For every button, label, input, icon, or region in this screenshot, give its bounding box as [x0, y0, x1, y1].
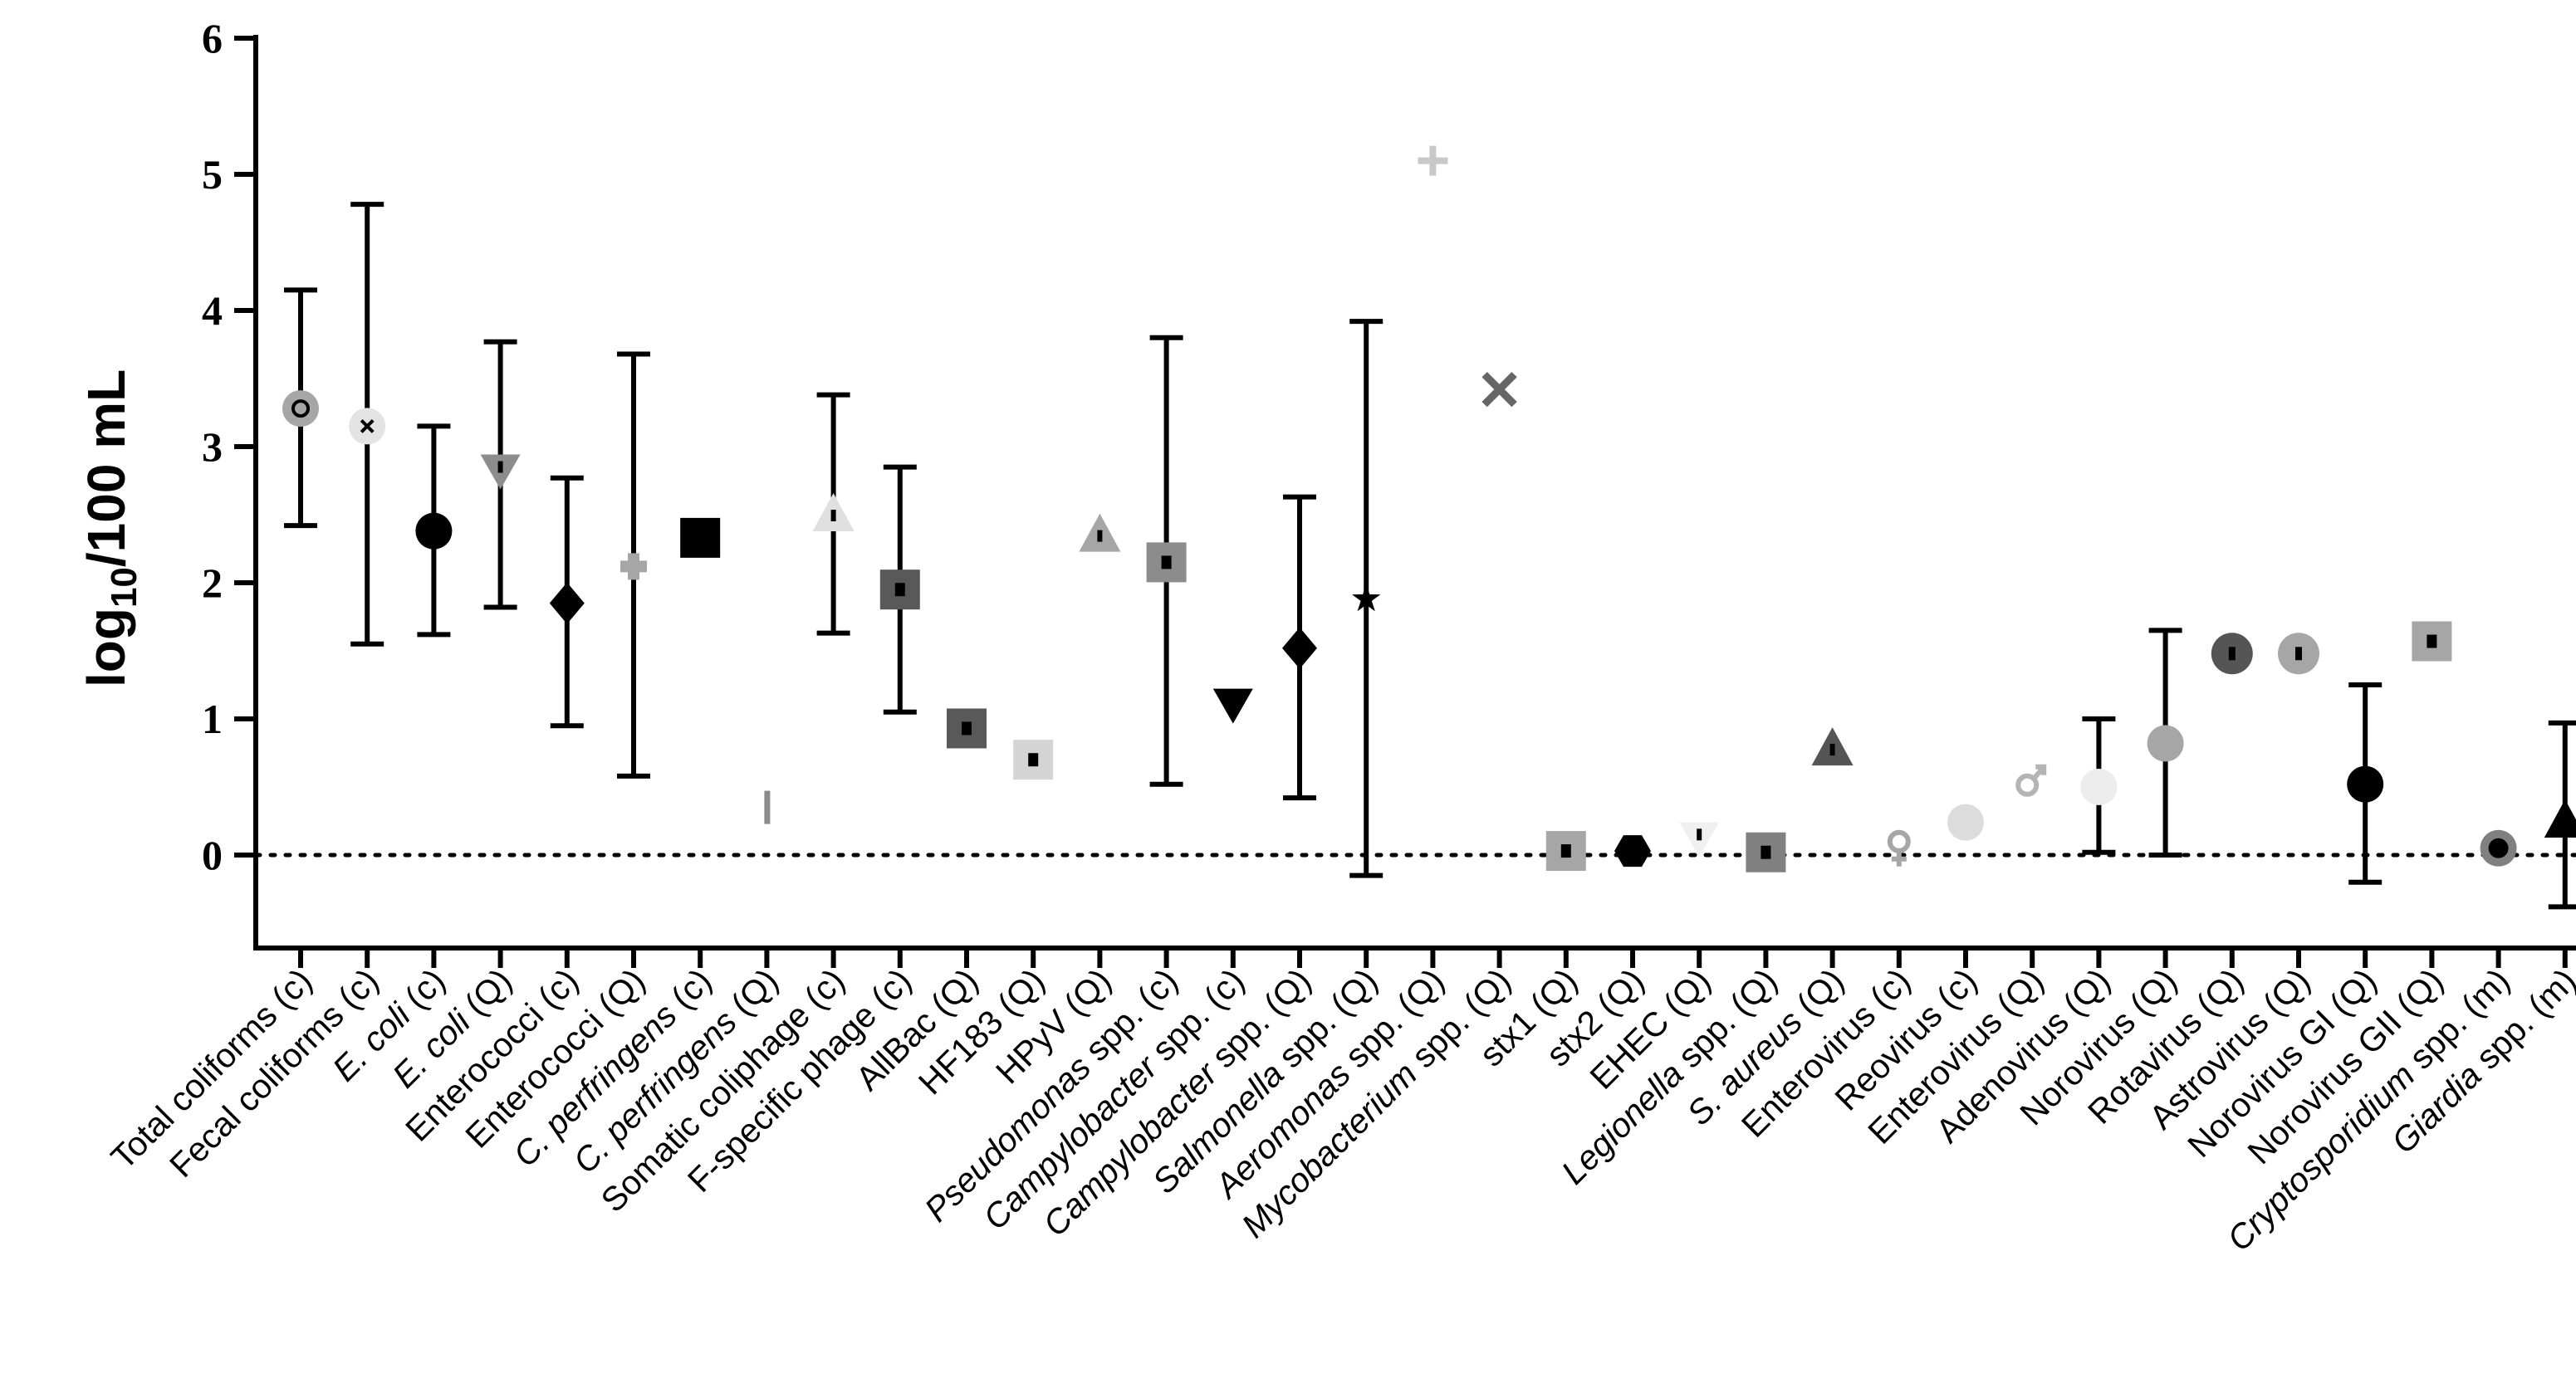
data-point: [349, 408, 386, 445]
data-point: [2080, 769, 2118, 805]
y-tick-label: 3: [202, 423, 223, 470]
data-point: [1013, 740, 1054, 780]
data-point: [1212, 688, 1253, 724]
data-point: [2278, 633, 2319, 675]
data-point: [680, 517, 721, 558]
data-point: [764, 790, 771, 824]
data-point: [1887, 829, 1911, 867]
data-point: [1079, 513, 1121, 552]
y-axis-label: log10/100 mL: [76, 369, 144, 687]
data-point: [1146, 542, 1187, 583]
data-point: [1352, 584, 1381, 612]
data-point: [2544, 799, 2576, 838]
x-axis-ticks: Total coliforms (c)Fecal coliforms (c)E.…: [104, 948, 2576, 1258]
data-point: [879, 569, 920, 610]
data-point: [480, 454, 521, 490]
data-point: [2147, 725, 2184, 762]
data-point: [1545, 831, 1586, 872]
data-point: [549, 582, 585, 624]
axes: [253, 35, 2576, 951]
data-point: [620, 553, 647, 580]
data-point: [1811, 727, 1854, 766]
data-point: [1614, 835, 1651, 867]
data-markers: [282, 145, 2576, 872]
data-point: [1418, 145, 1448, 176]
data-point: [282, 390, 319, 428]
y-tick-label: 4: [202, 287, 223, 334]
data-point: [2412, 621, 2452, 662]
y-tick-label: 2: [202, 560, 223, 606]
data-point: [947, 708, 987, 749]
data-point: [1746, 832, 1786, 872]
data-point: [1947, 804, 1984, 841]
y-axis-ticks: 0 1 2 3 4 5 6: [202, 15, 256, 878]
data-point: [2347, 765, 2384, 803]
y-tick-label: 6: [202, 15, 223, 61]
data-point: [2015, 764, 2047, 797]
data-point: [2480, 829, 2517, 867]
data-point: [1481, 371, 1517, 408]
data-point: [1282, 627, 1317, 669]
y-tick-label: 5: [202, 151, 223, 198]
data-point: [812, 493, 855, 531]
y-tick-label: 0: [202, 832, 223, 878]
data-point: [1679, 822, 1720, 858]
data-point: [415, 512, 453, 550]
y-tick-label: 1: [202, 696, 223, 742]
data-point: [2211, 633, 2253, 675]
